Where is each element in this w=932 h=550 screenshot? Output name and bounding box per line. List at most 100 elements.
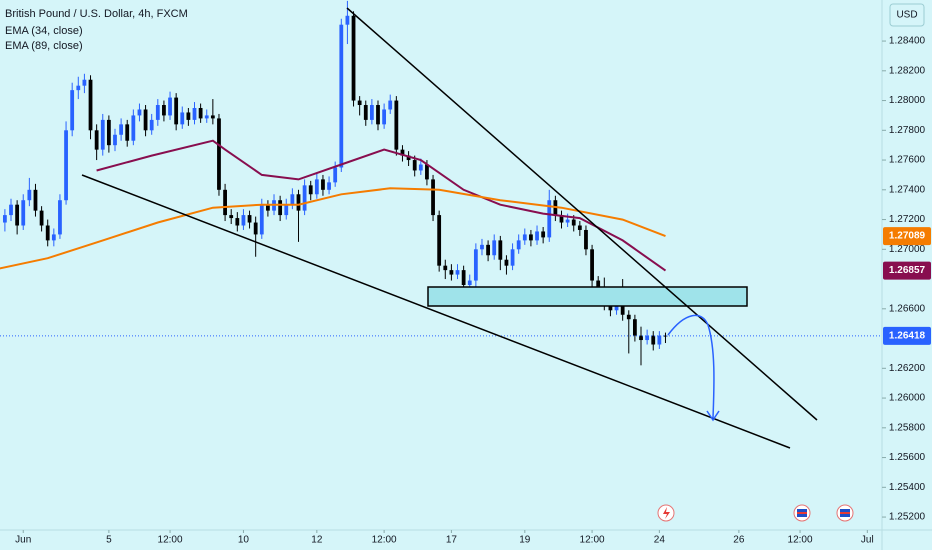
candle-body bbox=[278, 200, 283, 216]
candle-body bbox=[168, 97, 172, 116]
currency[interactable]: USD bbox=[896, 10, 917, 21]
candle-body bbox=[657, 335, 662, 345]
x-tick-label: 12:00 bbox=[580, 535, 605, 546]
candle-body bbox=[614, 304, 619, 311]
candle-body bbox=[125, 124, 130, 141]
candle-body bbox=[76, 85, 81, 91]
price-badge-label: 1.27089 bbox=[889, 231, 926, 242]
candle-body bbox=[351, 15, 356, 101]
candle-body bbox=[106, 119, 111, 146]
candle-body bbox=[235, 218, 240, 226]
candle-body bbox=[327, 182, 331, 190]
candle-body bbox=[504, 259, 509, 266]
candle-body bbox=[33, 189, 38, 211]
candle-body bbox=[620, 304, 625, 315]
candle-body bbox=[431, 179, 435, 216]
candle-body bbox=[529, 234, 533, 241]
candle-body bbox=[535, 231, 539, 241]
candle-body bbox=[266, 204, 270, 211]
candle-body bbox=[259, 204, 264, 235]
candle-body bbox=[296, 194, 301, 211]
candle-body bbox=[449, 270, 454, 275]
price-badge-label: 1.26418 bbox=[889, 331, 926, 342]
x-tick-label: 12:00 bbox=[372, 535, 397, 546]
x-tick-label: Jul bbox=[861, 535, 874, 546]
candle-body bbox=[27, 189, 32, 201]
projection-arrow bbox=[667, 314, 715, 419]
candle-body bbox=[376, 105, 380, 125]
y-tick-label: 1.28400 bbox=[889, 36, 926, 47]
x-tick-label: 12:00 bbox=[788, 535, 813, 546]
candle-body bbox=[253, 222, 258, 235]
candle-body bbox=[425, 164, 429, 180]
candle-body bbox=[394, 100, 399, 150]
candle-body bbox=[15, 204, 20, 226]
candle-body bbox=[651, 335, 656, 345]
y-tick-label: 1.27800 bbox=[889, 125, 926, 136]
candle-body bbox=[204, 115, 209, 119]
flag-icon bbox=[840, 512, 850, 514]
legend-entry: EMA (89, close) bbox=[5, 40, 83, 52]
candle-body bbox=[418, 164, 423, 171]
x-tick-label: Jun bbox=[15, 535, 31, 546]
candle-body bbox=[412, 160, 417, 171]
overlay: 1.28400 1.28200 1.28000 1.27800 1.27600 1.274… bbox=[15, 36, 931, 546]
candle-body bbox=[137, 109, 142, 116]
plot bbox=[0, 0, 882, 366]
candle-body bbox=[498, 240, 503, 260]
currency-button[interactable] bbox=[889, 3, 925, 27]
candle-body bbox=[113, 134, 117, 146]
candle-body bbox=[632, 319, 637, 336]
candle-body bbox=[400, 149, 405, 156]
candle-body bbox=[131, 115, 136, 141]
candle-body bbox=[290, 194, 295, 205]
candle-body bbox=[547, 200, 552, 238]
candle-body bbox=[480, 244, 484, 250]
candle-body bbox=[516, 240, 521, 250]
candle-body bbox=[388, 100, 393, 110]
candle-body bbox=[180, 112, 185, 125]
candle-body bbox=[186, 112, 191, 120]
candle-body bbox=[357, 100, 362, 106]
candle-body bbox=[229, 215, 234, 219]
price-badge bbox=[883, 326, 931, 345]
y-tick-label: 1.25800 bbox=[889, 422, 926, 433]
candle-body bbox=[88, 79, 93, 131]
ema-line bbox=[96, 139, 667, 272]
y-tick-label: 1.27000 bbox=[889, 244, 926, 255]
candle-body bbox=[467, 280, 472, 286]
candle-body bbox=[155, 105, 160, 120]
candle-body bbox=[314, 179, 319, 195]
x-tick-label: 26 bbox=[733, 535, 745, 546]
candle-body bbox=[663, 335, 668, 337]
y-tick-label: 1.25600 bbox=[889, 452, 926, 463]
arrow-head bbox=[706, 410, 720, 422]
y-tick-label: 1.27600 bbox=[889, 155, 926, 166]
candle-body bbox=[577, 225, 582, 230]
x-tick-label: 10 bbox=[238, 535, 250, 546]
x-tick-label: 12:00 bbox=[158, 535, 183, 546]
candle-body bbox=[143, 109, 148, 131]
candle-body bbox=[9, 204, 13, 216]
x-tick-label: 12 bbox=[311, 535, 323, 546]
candle-body bbox=[284, 204, 289, 216]
candle-body bbox=[369, 105, 374, 120]
candle-body bbox=[308, 185, 313, 195]
candle-body bbox=[149, 119, 154, 131]
y-tick-label: 1.27200 bbox=[889, 214, 926, 225]
price-badge-label: 1.26857 bbox=[889, 265, 926, 276]
x-tick-label: 19 bbox=[519, 535, 531, 546]
candle-body bbox=[58, 200, 62, 235]
price-badge bbox=[883, 261, 931, 280]
candle-body bbox=[522, 234, 527, 241]
candle-body bbox=[626, 314, 631, 320]
candle-body bbox=[559, 215, 564, 223]
event-icon-glyph bbox=[663, 507, 670, 519]
candle-body bbox=[443, 265, 448, 271]
candle-body bbox=[64, 130, 68, 201]
trendline bbox=[346, 7, 818, 421]
candle-body bbox=[590, 249, 594, 281]
candle-body bbox=[486, 244, 490, 256]
y-tick-label: 1.25400 bbox=[889, 482, 926, 493]
